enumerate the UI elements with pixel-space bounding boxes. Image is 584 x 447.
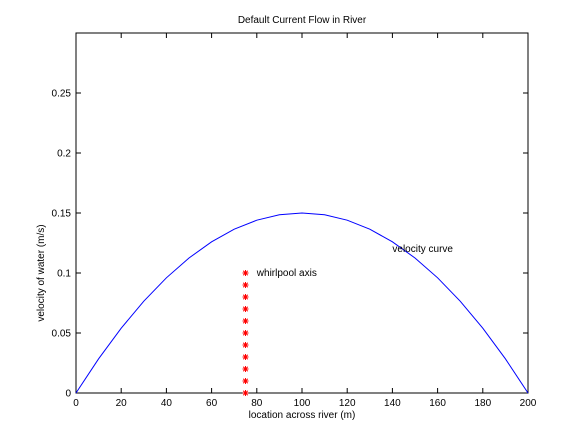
y-tick-label: 0.05	[52, 329, 72, 340]
velocity-curve-annotation: velocity curve	[392, 244, 453, 255]
x-tick-label: 180	[474, 398, 491, 409]
x-tick-label: 160	[429, 398, 446, 409]
chart-title: Default Current Flow in River	[238, 15, 367, 26]
whirlpool-axis-point	[242, 390, 249, 396]
y-tick-label: 0.1	[57, 269, 71, 280]
whirlpool-axis-point	[242, 342, 249, 348]
x-tick-label: 40	[161, 398, 173, 409]
whirlpool-axis-point	[242, 330, 249, 336]
x-axis-ticks: 0 20 40 60 80 100 120 140 160 180 200	[73, 33, 537, 409]
x-tick-label: 0	[73, 398, 79, 409]
x-tick-label: 100	[294, 398, 311, 409]
whirlpool-axis-point	[242, 294, 249, 300]
x-tick-label: 20	[116, 398, 128, 409]
whirlpool-axis-point	[242, 282, 249, 288]
whirlpool-axis-annotation: whirlpool axis	[256, 268, 317, 279]
whirlpool-axis-point	[242, 366, 249, 372]
x-axis-label: location across river (m)	[249, 410, 356, 421]
x-tick-label: 60	[206, 398, 218, 409]
whirlpool-axis-point	[242, 306, 249, 312]
y-tick-label: 0.25	[52, 89, 72, 100]
whirlpool-axis-point	[242, 354, 249, 360]
x-tick-label: 140	[384, 398, 401, 409]
x-tick-label: 120	[339, 398, 356, 409]
whirlpool-axis-point	[242, 378, 249, 384]
x-tick-label: 200	[520, 398, 537, 409]
x-tick-label: 80	[251, 398, 263, 409]
whirlpool-axis-point	[242, 270, 249, 276]
whirlpool-axis-point	[242, 318, 249, 324]
velocity-curve-line	[75, 212, 529, 394]
y-axis-ticks: 0 0.05 0.1 0.15 0.2 0.25	[52, 89, 528, 400]
y-axis-label: velocity of water (m/s)	[36, 224, 47, 321]
y-tick-label: 0.2	[57, 149, 71, 160]
y-tick-label: 0	[65, 389, 71, 400]
y-tick-label: 0.15	[52, 209, 72, 220]
whirlpool-axis-markers	[242, 270, 249, 396]
